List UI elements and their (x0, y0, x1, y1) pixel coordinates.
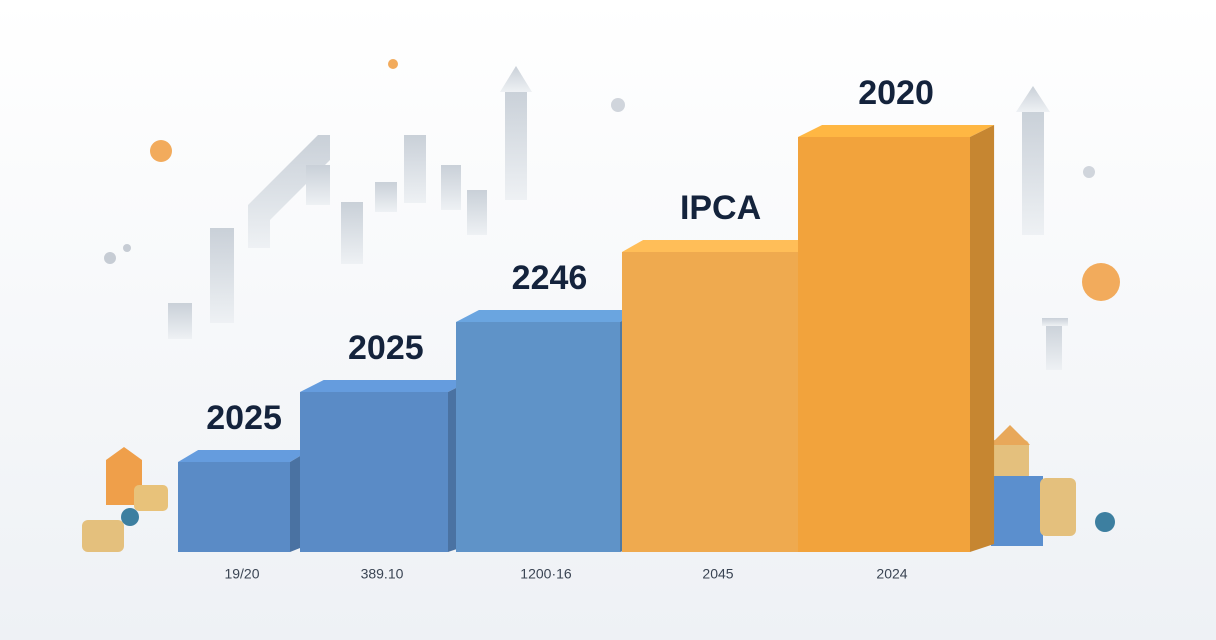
bar (178, 462, 290, 552)
bar-top (300, 380, 472, 392)
x-tick-label: 2024 (876, 566, 907, 582)
bar-label: 2246 (512, 259, 588, 297)
decoration (104, 59, 1120, 370)
bar (622, 252, 798, 552)
bar (456, 322, 620, 552)
x-tick-label: 19/20 (224, 566, 259, 582)
bar-label: 2025 (348, 329, 424, 367)
bar-label: IPCA (680, 189, 761, 227)
bar-top (798, 125, 995, 137)
bar (300, 392, 448, 552)
x-tick-label: 1200·16 (520, 566, 572, 582)
bar (798, 137, 970, 552)
bar-top (178, 450, 311, 462)
scenery (82, 425, 1115, 552)
bar-label: 2025 (206, 399, 282, 437)
x-tick-label: 389.10 (361, 566, 404, 582)
bar-label: 2020 (858, 74, 934, 112)
x-tick-label: 2045 (702, 566, 733, 582)
bar-top (456, 310, 643, 322)
bar-side (970, 125, 995, 552)
bar-top (622, 240, 820, 252)
